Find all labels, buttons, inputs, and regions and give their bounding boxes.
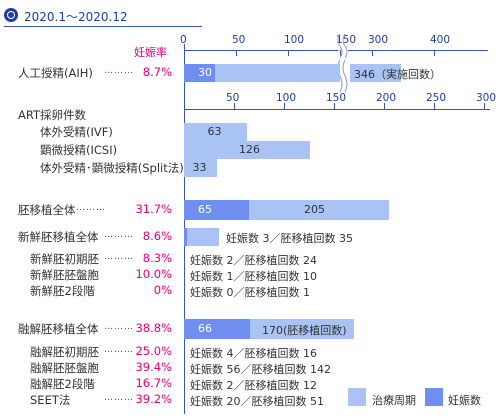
row-label-fresh-early: 新鮮胚初期胚 xyxy=(30,252,99,266)
mid-tick-mark xyxy=(284,103,285,109)
row-label-frozen-blast: 融解胚胚盤胞 xyxy=(30,361,99,375)
row-label-art-heading: ART採卵件数 xyxy=(18,108,87,122)
row-label-seet: SEET法 xyxy=(30,393,71,407)
pregnancy-bar-fresh xyxy=(184,228,187,246)
mid-tick-mark xyxy=(234,103,235,109)
mid-tick-label: 50 xyxy=(226,92,240,104)
top-tick-mark xyxy=(236,50,237,56)
treatment-value-frozen: 170(胚移植回数) xyxy=(262,324,347,337)
mid-tick-mark xyxy=(384,103,385,109)
legend-pregnancy-swatch xyxy=(425,388,443,406)
rate-fresh-early: 8.3% xyxy=(142,251,172,265)
pregnancy-bar-et-all xyxy=(184,200,249,220)
rate-frozen-early: 25.0% xyxy=(135,344,172,358)
circle-icon xyxy=(7,11,15,19)
row-label-frozen: 融解胚移植全体 xyxy=(18,322,99,336)
mid-tick-label: 300 xyxy=(476,92,497,104)
rate-fresh-two: 0% xyxy=(153,283,172,297)
pregnancy-bar-frozen xyxy=(184,319,250,339)
treatment-value-split: 33 xyxy=(192,161,207,174)
period-badge xyxy=(4,8,18,22)
period-title: 2020.1～2020.12 xyxy=(24,10,128,24)
treatment-value-aih: 346（実施回数） xyxy=(354,68,441,81)
rate-frozen-two: 16.7% xyxy=(135,376,172,390)
treatment-bar-split xyxy=(184,159,217,177)
row-leader-dots: ……… xyxy=(104,345,134,355)
top-tick-label: 100 xyxy=(284,34,305,46)
legend-pregnancy-label: 妊娠数 xyxy=(448,394,481,407)
treatment-bar-icsi xyxy=(184,141,310,159)
row-leader-dots: ……… xyxy=(104,66,134,76)
row-label-fresh-two: 新鮮胚2段階 xyxy=(30,284,95,298)
row-leader-dots: ……… xyxy=(104,230,134,240)
top-tick-mark xyxy=(288,50,289,56)
top-tick-mark xyxy=(340,50,341,56)
header-underline xyxy=(4,26,202,27)
row-label-icsi: 顕微授精(ICSI) xyxy=(40,143,118,157)
count-text-fresh-early: 妊娠数 2／胚移植回数 24 xyxy=(190,254,317,267)
mid-tick-mark xyxy=(434,103,435,109)
row-leader-dots: ……… xyxy=(76,203,106,213)
row-leader-dots: ……… xyxy=(104,252,134,262)
count-text-frozen-two: 妊娠数 2／胚移植回数 12 xyxy=(190,379,317,392)
count-text-fresh: 妊娠数 3／胚移植回数 35 xyxy=(226,232,353,245)
pregnancy-value-et-all: 65 xyxy=(198,203,212,216)
top-axis-line-left xyxy=(184,50,338,51)
count-text-seet: 妊娠数 20／胚移植回数 51 xyxy=(190,395,324,408)
treatment-bar-fresh xyxy=(184,228,219,246)
rate-seet: 39.2% xyxy=(135,392,172,406)
mid-axis-line xyxy=(184,109,490,110)
count-text-frozen-blast: 妊娠数 56／胚移植回数 142 xyxy=(190,363,331,376)
row-label-split: 体外受精･顕微授精(Split法) xyxy=(40,161,184,175)
treatment-value-ivf: 63 xyxy=(207,125,222,138)
top-tick-mark xyxy=(434,50,435,56)
count-text-fresh-two: 妊娠数 0／胚移植回数 1 xyxy=(190,286,310,299)
count-text-frozen-early: 妊娠数 4／胚移植回数 16 xyxy=(190,347,317,360)
mid-tick-label: 150 xyxy=(326,92,347,104)
legend-treatment-swatch xyxy=(348,388,366,406)
axis-break-icon xyxy=(337,34,348,93)
pregnancy-value-frozen: 66 xyxy=(198,322,212,335)
count-text-fresh-blast: 妊娠数 1／胚移植回数 10 xyxy=(190,270,317,283)
treatment-value-et-all: 205 xyxy=(304,203,325,216)
mid-tick-mark xyxy=(334,103,335,109)
top-tick-label: 50 xyxy=(232,34,246,46)
top-tick-mark xyxy=(372,50,373,56)
top-tick-label: 400 xyxy=(430,34,451,46)
pregnancy-bar-aih xyxy=(184,64,216,82)
rate-fresh-blast: 10.0% xyxy=(135,267,172,281)
rate-fresh: 8.6% xyxy=(142,229,172,243)
row-leader-dots: ……… xyxy=(104,322,134,332)
row-label-fresh: 新鮮胚移植全体 xyxy=(18,230,99,244)
row-label-aih: 人工授精(AIH) xyxy=(18,66,93,80)
pregnancy-value-aih: 30 xyxy=(198,66,212,79)
row-label-ivf: 体外受精(IVF) xyxy=(40,125,113,139)
pregnancy-rate-label: 妊娠率 xyxy=(134,46,167,59)
treatment-value-icsi: 126 xyxy=(239,143,260,156)
rate-et-all: 31.7% xyxy=(135,202,172,216)
row-label-et-all: 胚移植全体 xyxy=(18,203,76,217)
rate-frozen-blast: 39.4% xyxy=(135,360,172,374)
rate-frozen: 38.8% xyxy=(135,321,172,335)
treatment-bar-ivf xyxy=(184,123,247,141)
row-leader-dots: ……… xyxy=(104,393,134,403)
top-tick-label: 300 xyxy=(368,34,389,46)
mid-tick-mark xyxy=(484,103,485,109)
legend-treatment-label: 治療周期 xyxy=(372,394,416,407)
mid-tick-label: 100 xyxy=(276,92,297,104)
top-axis-line-right xyxy=(348,50,488,51)
row-label-fresh-blast: 新鮮胚胚盤胞 xyxy=(30,268,99,282)
row-label-frozen-early: 融解胚初期胚 xyxy=(30,345,99,359)
mid-tick-label: 250 xyxy=(426,92,447,104)
treatment-bar-aih-cont xyxy=(350,64,401,82)
row-label-frozen-two: 融解胚2段階 xyxy=(30,377,95,391)
mid-tick-label: 200 xyxy=(376,92,397,104)
rate-aih: 8.7% xyxy=(142,65,172,79)
top-tick-label: 150 xyxy=(336,34,357,46)
treatment-bar-aih xyxy=(184,64,340,82)
top-tick-label: 0 xyxy=(180,34,187,46)
